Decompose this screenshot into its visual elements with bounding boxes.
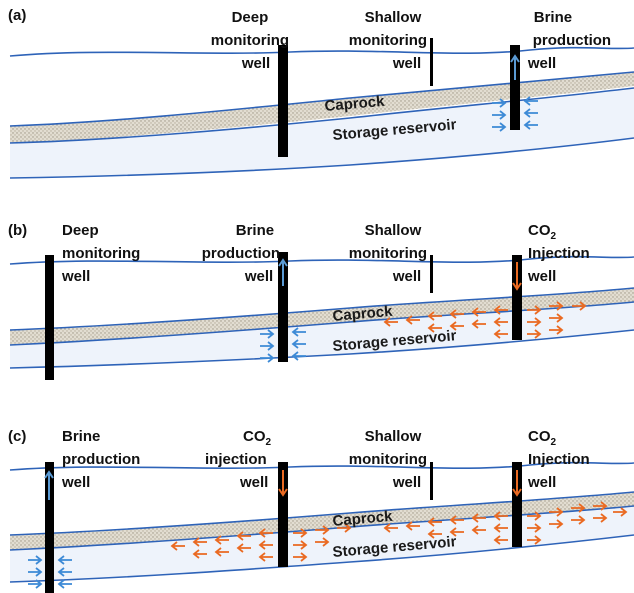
panel-b-tag: (b) bbox=[8, 222, 27, 239]
panel-c-co2-outflow-arrows-center bbox=[170, 523, 352, 562]
panel-a-brine-up-arrow bbox=[510, 54, 520, 80]
panel-a-shallow-monitoring-well bbox=[430, 38, 433, 86]
panel-a-brine-production-label: Brine production well bbox=[527, 9, 615, 72]
panel-b-co2-injection-well bbox=[512, 255, 522, 340]
panel-a-caprock bbox=[10, 72, 634, 143]
panel-a-reservoir bbox=[10, 88, 634, 178]
panel-c-co2-outflow-arrows-right bbox=[383, 501, 628, 545]
panel-c-co2-injection-right-label: CO2 Injection well bbox=[527, 428, 594, 491]
panel-c-co2-injection-center-label: CO2 injection well bbox=[205, 428, 275, 491]
panel-a-reservoir-base bbox=[9, 137, 634, 179]
panel-c-reservoir bbox=[10, 506, 634, 582]
panel-b-co2-outflow-arrows bbox=[383, 301, 587, 339]
panel-b-co2-injection-label: CO2 Injection well bbox=[527, 222, 594, 285]
panel-a-deep-monitoring-label: Deep monitoring well bbox=[211, 9, 294, 72]
panel-b-brine-up-arrow bbox=[278, 258, 288, 286]
panel-a-deep-monitoring-well bbox=[278, 45, 288, 157]
panel-c-reservoir-base bbox=[9, 534, 634, 583]
panel-b-surface-line bbox=[9, 255, 634, 265]
panel-b-co2-down-arrow bbox=[512, 262, 522, 291]
panel-b-shallow-monitoring-well bbox=[430, 255, 433, 293]
panel-c-co2-down-arrow-center bbox=[278, 470, 288, 497]
panel-b-brine-production-well bbox=[278, 252, 288, 362]
panel-a-caprock-base bbox=[9, 87, 634, 144]
panel-c-tag: (c) bbox=[8, 428, 26, 445]
panel-c-brine-production-label: Brine production well bbox=[61, 428, 145, 491]
panel-c-surface-line bbox=[9, 461, 634, 471]
panel-c-co2-down-arrow-right bbox=[512, 470, 522, 497]
panel-c-shallow-monitoring-label: Shallow monitoring well bbox=[349, 428, 432, 491]
panel-b-caprock-label: Caprock bbox=[332, 303, 394, 325]
panel-c-shallow-monitoring-well bbox=[430, 462, 433, 500]
panel-b: (b) bbox=[8, 222, 634, 380]
panel-c-brine-production-well bbox=[45, 462, 54, 593]
panel-b-brine-inflow-arrows bbox=[260, 327, 306, 363]
panel-c-co2-injection-well-right bbox=[512, 462, 522, 547]
panel-c-caprock-label: Caprock bbox=[332, 508, 394, 530]
panel-a-brine-inflow-arrows bbox=[492, 96, 538, 132]
panel-b-deep-monitoring-label: Deep monitoring well bbox=[61, 222, 145, 285]
panel-b-reservoir-base bbox=[9, 329, 634, 369]
panel-a-shallow-monitoring-label: Shallow monitoring well bbox=[349, 9, 432, 72]
panel-b-caprock-top bbox=[9, 287, 634, 331]
panel-b-brine-production-label: Brine production well bbox=[202, 222, 285, 285]
panel-c-caprock-top bbox=[9, 491, 634, 536]
panel-b-caprock bbox=[10, 288, 634, 345]
panel-a-surface-line bbox=[9, 46, 634, 57]
panel-b-shallow-monitoring-label: Shallow monitoring well bbox=[349, 222, 432, 285]
panel-c-brine-inflow-arrows bbox=[28, 555, 72, 589]
panel-c-caprock bbox=[10, 492, 634, 550]
panel-a-caprock-label: Caprock bbox=[324, 93, 386, 115]
panel-c-co2-injection-well-center bbox=[278, 462, 288, 567]
panel-b-reservoir bbox=[10, 302, 634, 368]
panel-a: (a) Deep monitoring well bbox=[8, 7, 634, 179]
panel-b-caprock-base bbox=[9, 301, 634, 346]
panel-b-deep-monitoring-well bbox=[45, 255, 54, 380]
panel-a-caprock-top bbox=[9, 71, 634, 127]
panel-a-tag: (a) bbox=[8, 7, 26, 24]
panel-c: (c) bbox=[8, 428, 634, 593]
panel-a-brine-production-well bbox=[510, 45, 520, 130]
panel-c-brine-up-arrow bbox=[44, 470, 54, 500]
